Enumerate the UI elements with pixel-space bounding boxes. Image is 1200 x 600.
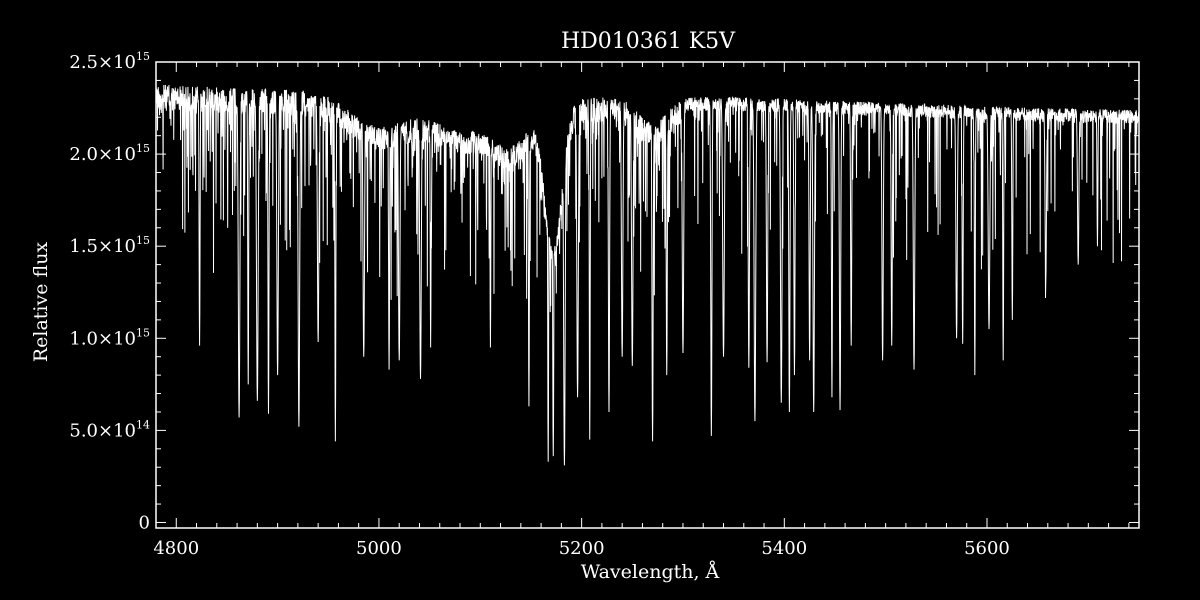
y-tick-label: 2.5×1015 (69, 50, 150, 73)
y-tick-label: 0 (139, 512, 150, 533)
x-tick-label: 5400 (761, 538, 807, 559)
x-tick-labels: 4800 5000 5200 5400 5600 (153, 538, 1010, 559)
y-tick-labels: 0 5.0×1014 1.0×1015 1.5×1015 2.0×1015 2.5×101… (69, 50, 150, 533)
y-tick-label: 1.5×1015 (69, 234, 150, 257)
y-tick-label: 5.0×1014 (69, 418, 150, 441)
x-tick-label: 5200 (559, 538, 605, 559)
y-tick-label: 1.0×1015 (69, 326, 150, 349)
x-tick-label: 4800 (153, 538, 199, 559)
axes-frame (155, 61, 1140, 529)
y-axis-label: Relative flux (30, 242, 52, 363)
x-tick-label: 5600 (964, 538, 1010, 559)
plot-area (155, 61, 1140, 529)
y-tick-label: 2.0×1015 (69, 142, 150, 165)
spectrum-series-line (156, 84, 1139, 466)
x-axis-label: Wavelength, Å (581, 561, 720, 583)
x-tick-label: 5000 (356, 538, 402, 559)
chart-title: HD010361 K5V (561, 29, 736, 54)
